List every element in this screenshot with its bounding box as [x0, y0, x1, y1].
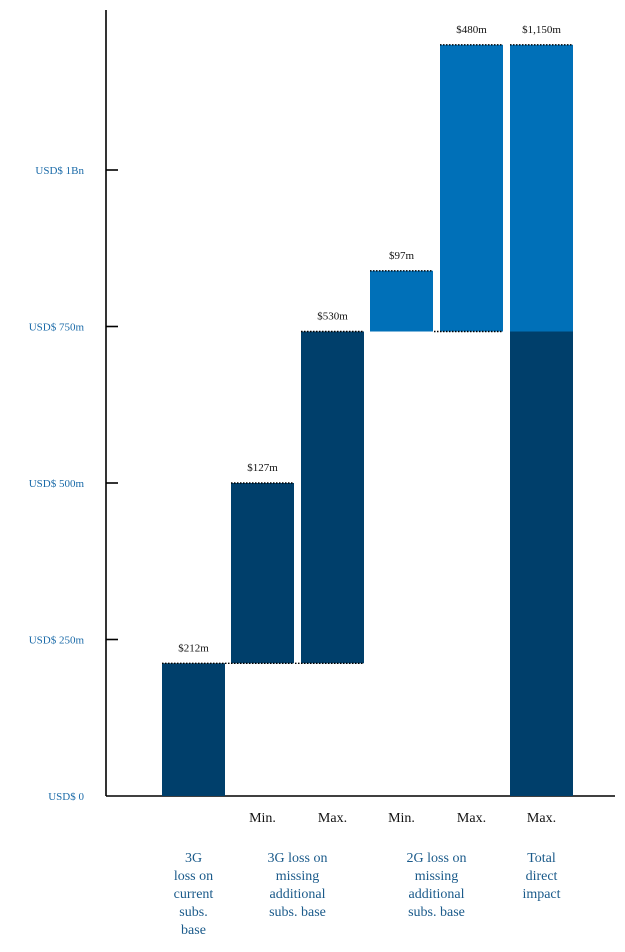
- value-label: $97m: [389, 250, 415, 262]
- bar-segment: [510, 331, 573, 796]
- group-label: 3G loss on current subs. base: [174, 851, 214, 938]
- y-tick-label: USD$ 0: [48, 791, 84, 803]
- value-label: $530m: [317, 311, 348, 323]
- category-sub-labels: Min. Max. Min. Max. Max.: [249, 811, 556, 826]
- bars: [162, 44, 573, 796]
- bar-segment: [510, 44, 573, 332]
- value-label: $480m: [456, 24, 487, 36]
- value-label: $127m: [247, 462, 278, 474]
- bar-segment: [370, 270, 433, 332]
- bar-segment: [231, 483, 294, 664]
- y-tick-label: USD$ 500m: [29, 478, 85, 490]
- sub-label: Min.: [249, 811, 276, 826]
- sub-label: Max.: [457, 811, 486, 826]
- y-tick-label: USD$ 250m: [29, 635, 85, 647]
- value-label: $1,150m: [522, 24, 561, 36]
- connectors: [162, 44, 573, 664]
- group-labels: 3G loss on current subs. base 3G loss on missi…: [174, 851, 561, 938]
- y-tick-label: USD$ 750m: [29, 322, 85, 334]
- sub-label: Min.: [388, 811, 415, 826]
- y-ticks: USD$ 0 USD$ 250m USD$ 500m USD$ 750m USD$ 1B…: [29, 165, 118, 803]
- bar-segment: [301, 331, 364, 664]
- y-tick-label: USD$ 1Bn: [35, 165, 84, 177]
- sub-label: Max.: [318, 811, 347, 826]
- group-label: 2G loss on missing additional subs. base: [407, 851, 467, 920]
- group-label: Total direct impact: [522, 851, 560, 902]
- bar-segment: [440, 44, 503, 332]
- bar-segment: [162, 663, 225, 796]
- value-labels: $212m $127m $530m $97m $480m $1,150m: [178, 24, 561, 654]
- value-label: $212m: [178, 642, 209, 654]
- group-label: 3G loss on missing additional subs. base: [268, 851, 328, 920]
- sub-label: Max.: [527, 811, 556, 826]
